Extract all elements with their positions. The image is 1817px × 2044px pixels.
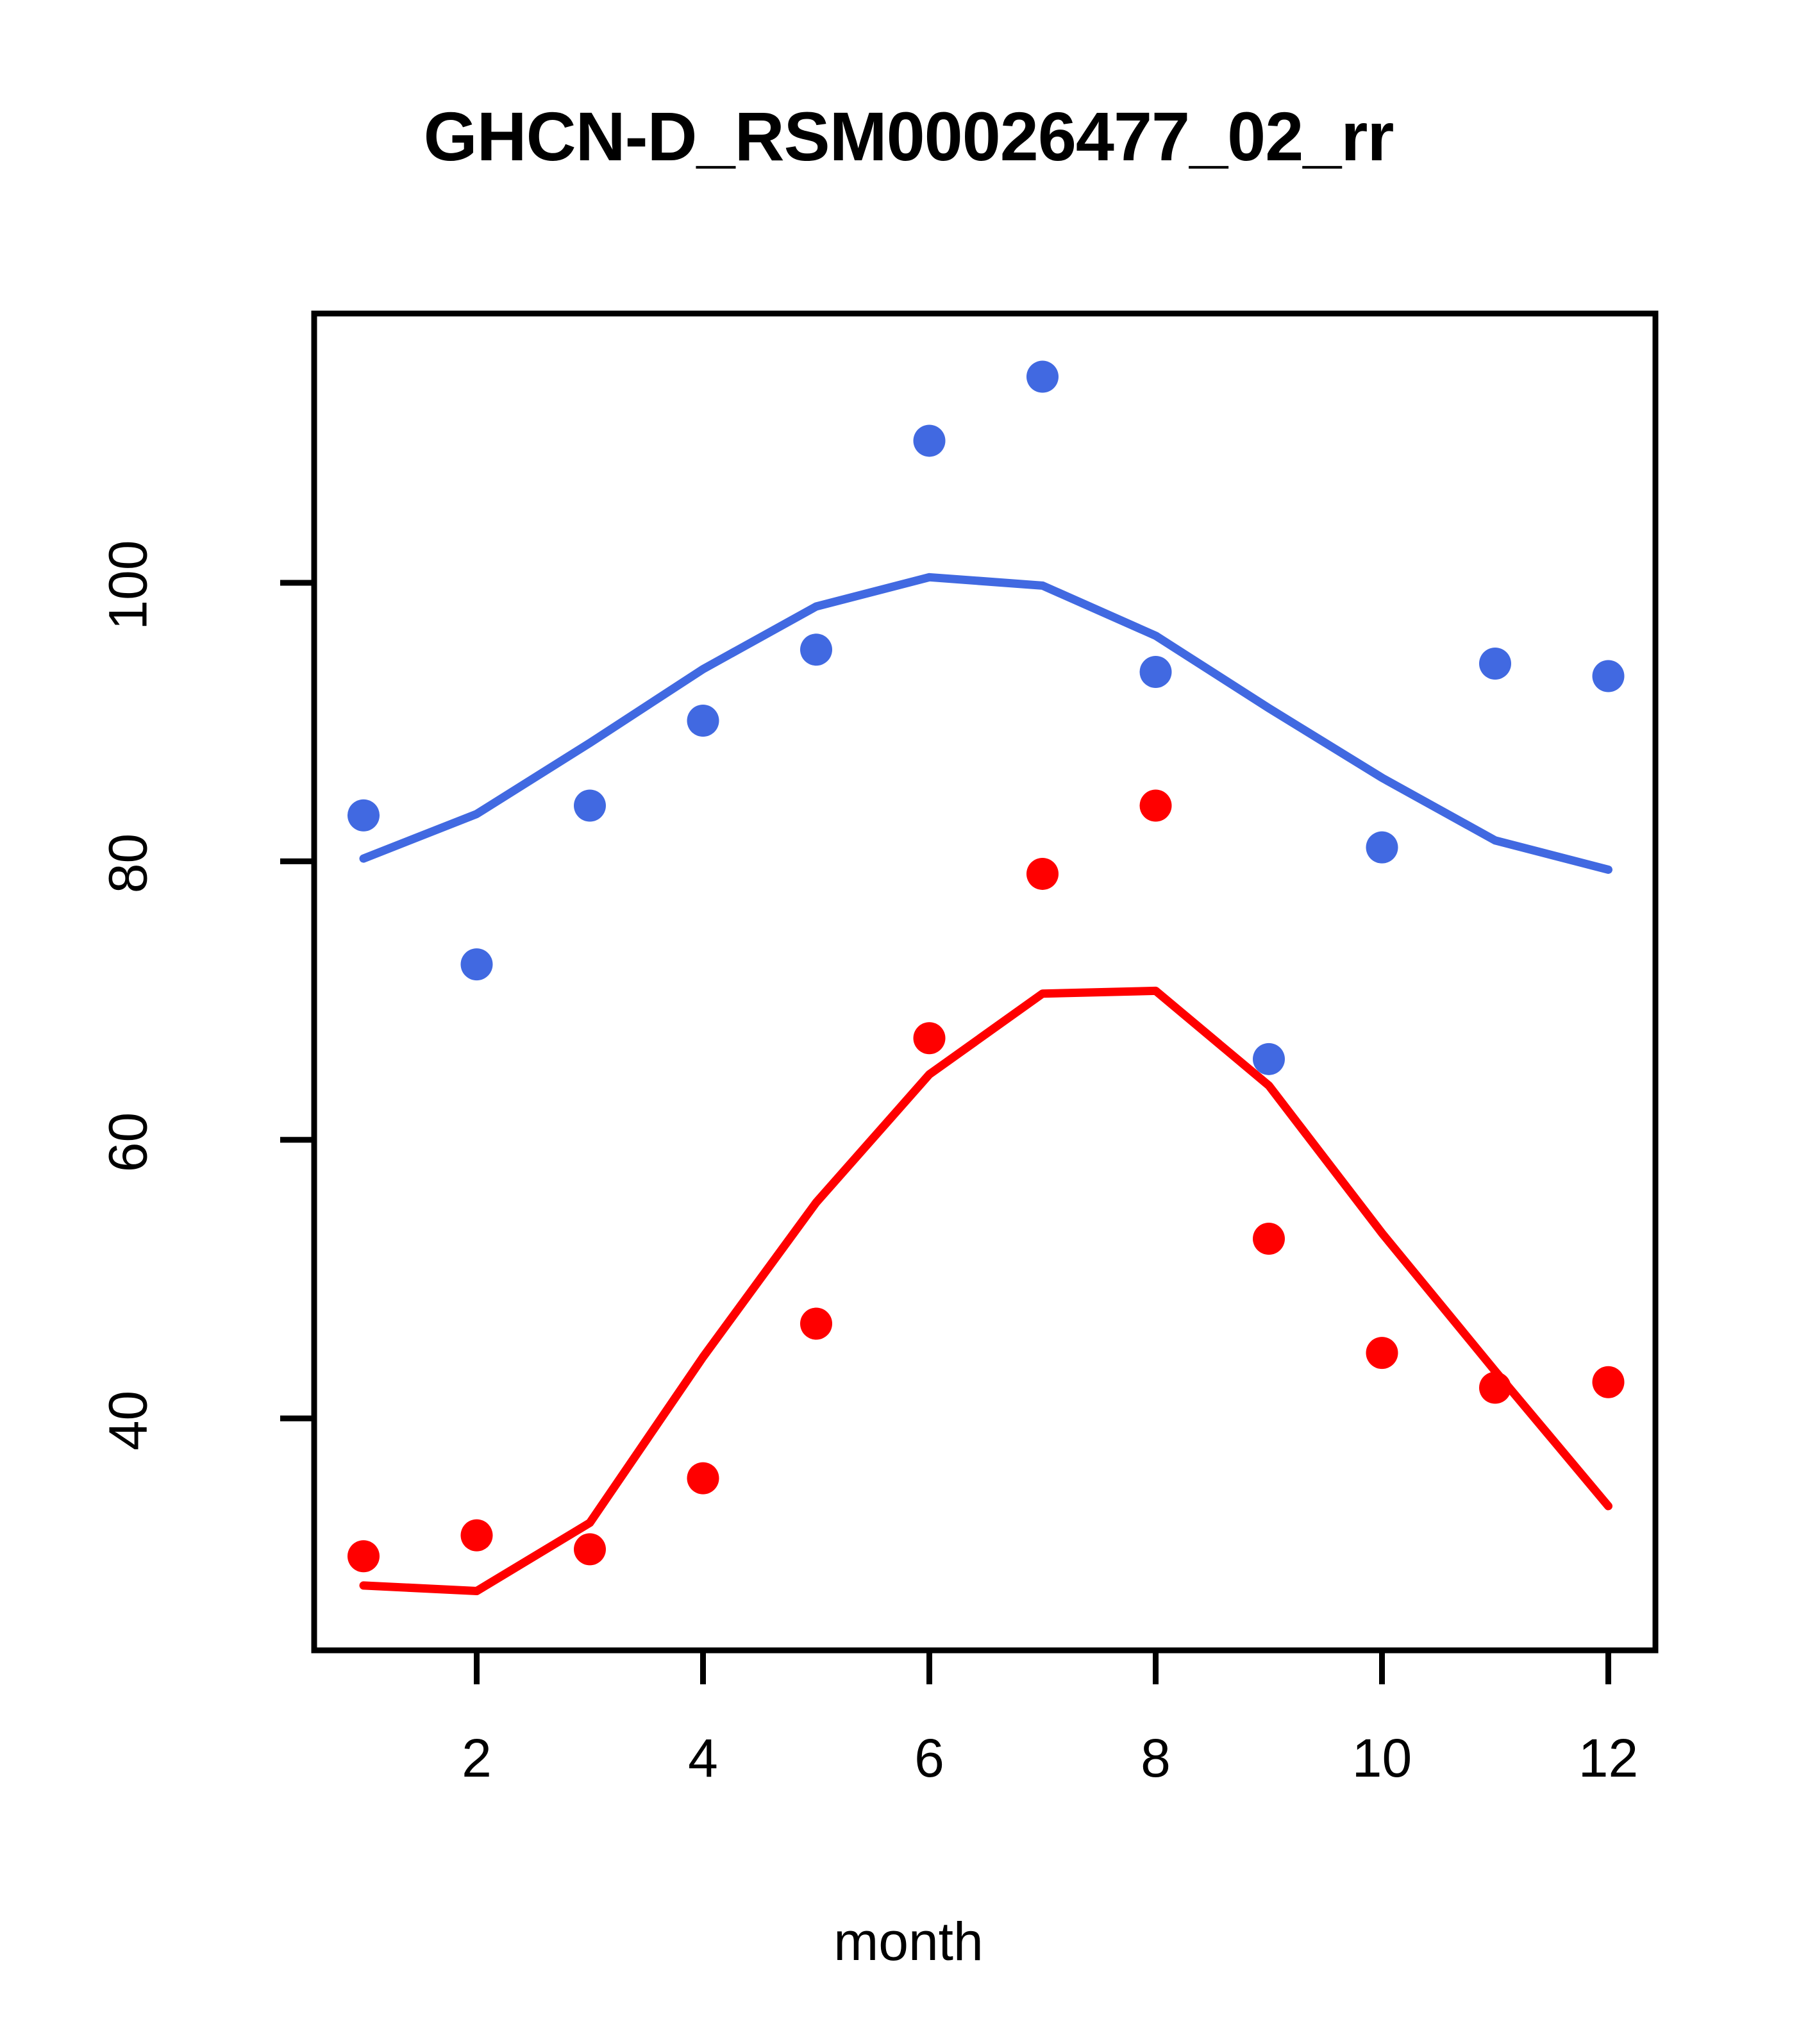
data-point [687, 1462, 719, 1495]
x-tick-label: 4 [688, 1728, 718, 1788]
data-point [1479, 647, 1511, 680]
series-lines [359, 573, 1612, 1596]
x-tick-label: 12 [1578, 1728, 1639, 1788]
data-point [1253, 1043, 1285, 1075]
data-point [347, 799, 380, 832]
series-points [347, 360, 1625, 1573]
series-line-blue-line [359, 573, 1612, 874]
data-point [460, 948, 493, 981]
data-point [913, 1022, 946, 1055]
data-point [1592, 1366, 1625, 1398]
y-axis-ticks [280, 580, 314, 1421]
plot-frame [311, 310, 1659, 1654]
data-point [800, 1307, 832, 1340]
data-point [574, 1533, 606, 1566]
data-point [1479, 1371, 1511, 1404]
x-tick-label: 6 [914, 1728, 944, 1788]
y-tick-label: 80 [97, 834, 158, 894]
x-axis-label: month [833, 1911, 984, 1972]
data-point [1592, 660, 1625, 692]
data-point [913, 424, 946, 457]
data-point [460, 1519, 493, 1552]
series-line-red-line [359, 986, 1612, 1596]
data-point [347, 1540, 380, 1573]
x-tick-label: 8 [1141, 1728, 1171, 1788]
data-point [574, 789, 606, 822]
x-axis-ticks [474, 1650, 1611, 1684]
data-point [1253, 1223, 1285, 1255]
data-point [1366, 1337, 1398, 1370]
data-point [1026, 360, 1059, 393]
data-point [1026, 857, 1059, 890]
data-point [687, 705, 719, 737]
x-tick-label: 10 [1352, 1728, 1412, 1788]
data-point [1139, 789, 1172, 822]
x-tick-label: 2 [462, 1728, 492, 1788]
y-tick-label: 100 [97, 540, 158, 630]
y-tick-label: 40 [97, 1390, 158, 1451]
data-point [800, 633, 832, 666]
data-point [1366, 831, 1398, 864]
y-tick-label: 60 [97, 1112, 158, 1173]
page-title: GHCN-D_RSM00026477_02_rr [423, 97, 1394, 175]
data-point [1139, 656, 1172, 689]
